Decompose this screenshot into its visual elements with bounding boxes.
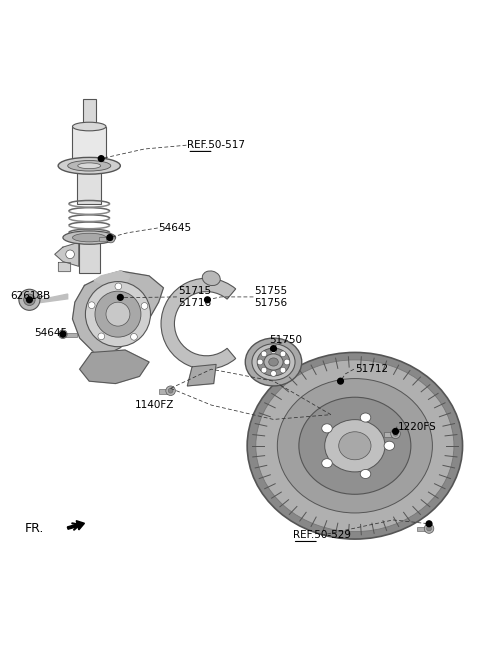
Circle shape <box>60 331 66 337</box>
Text: 51712: 51712 <box>355 364 388 374</box>
Ellipse shape <box>68 160 111 171</box>
Circle shape <box>261 351 267 357</box>
Ellipse shape <box>360 413 371 422</box>
Text: 51755: 51755 <box>254 286 288 296</box>
Ellipse shape <box>339 432 371 460</box>
Ellipse shape <box>78 163 101 169</box>
Circle shape <box>98 333 105 340</box>
FancyBboxPatch shape <box>63 333 77 336</box>
FancyArrow shape <box>67 520 84 530</box>
FancyBboxPatch shape <box>72 127 106 166</box>
Circle shape <box>106 302 130 326</box>
Circle shape <box>19 289 40 310</box>
Circle shape <box>426 521 432 527</box>
Ellipse shape <box>299 397 411 494</box>
Circle shape <box>337 378 343 384</box>
Text: 1140FZ: 1140FZ <box>135 400 174 410</box>
Ellipse shape <box>322 459 332 468</box>
Circle shape <box>61 332 65 336</box>
Circle shape <box>257 359 263 365</box>
Circle shape <box>271 348 276 353</box>
Polygon shape <box>187 365 216 386</box>
Ellipse shape <box>72 122 106 131</box>
Circle shape <box>427 526 432 531</box>
Circle shape <box>131 334 137 340</box>
Polygon shape <box>94 271 130 286</box>
Ellipse shape <box>322 424 332 433</box>
Polygon shape <box>40 294 68 303</box>
Circle shape <box>393 428 398 434</box>
Polygon shape <box>55 242 79 266</box>
Ellipse shape <box>256 360 454 532</box>
Ellipse shape <box>257 348 290 376</box>
Circle shape <box>393 432 398 436</box>
Ellipse shape <box>58 158 120 174</box>
Circle shape <box>88 302 95 309</box>
Circle shape <box>168 388 173 393</box>
Circle shape <box>26 297 32 303</box>
FancyBboxPatch shape <box>77 165 101 204</box>
Circle shape <box>85 282 151 347</box>
Ellipse shape <box>384 442 395 450</box>
FancyBboxPatch shape <box>158 389 172 394</box>
Text: 51716: 51716 <box>178 298 211 307</box>
Circle shape <box>95 291 141 337</box>
Circle shape <box>391 429 400 439</box>
Text: FR.: FR. <box>24 522 44 535</box>
Circle shape <box>118 294 123 300</box>
Circle shape <box>59 330 67 338</box>
Text: 62618B: 62618B <box>10 291 50 301</box>
Circle shape <box>261 367 267 373</box>
Circle shape <box>271 371 276 376</box>
Circle shape <box>271 346 276 351</box>
Text: 51750: 51750 <box>269 336 302 346</box>
FancyBboxPatch shape <box>99 237 113 241</box>
Ellipse shape <box>252 344 295 380</box>
Text: 54645: 54645 <box>158 223 192 233</box>
Circle shape <box>280 367 286 373</box>
Circle shape <box>424 524 434 533</box>
Ellipse shape <box>247 352 463 539</box>
Ellipse shape <box>269 358 278 366</box>
Text: 51756: 51756 <box>254 298 288 307</box>
FancyBboxPatch shape <box>417 527 431 532</box>
Circle shape <box>107 234 115 243</box>
Circle shape <box>115 283 122 290</box>
Circle shape <box>204 297 210 303</box>
Circle shape <box>280 351 286 357</box>
Ellipse shape <box>360 470 371 478</box>
FancyBboxPatch shape <box>83 99 96 127</box>
Ellipse shape <box>324 420 385 472</box>
Circle shape <box>108 237 113 240</box>
Text: 54645: 54645 <box>34 328 67 338</box>
Polygon shape <box>58 262 70 271</box>
Wedge shape <box>161 279 236 369</box>
FancyBboxPatch shape <box>384 432 397 437</box>
Ellipse shape <box>264 354 283 370</box>
Text: REF.50-529: REF.50-529 <box>293 530 351 540</box>
Circle shape <box>284 359 290 365</box>
Circle shape <box>24 294 35 306</box>
Polygon shape <box>80 350 149 384</box>
Text: REF.50-517: REF.50-517 <box>187 140 245 150</box>
Ellipse shape <box>245 338 302 386</box>
Ellipse shape <box>202 271 220 286</box>
Ellipse shape <box>72 233 106 242</box>
Ellipse shape <box>277 378 432 513</box>
Circle shape <box>66 250 74 259</box>
Text: 51715: 51715 <box>178 286 211 296</box>
Circle shape <box>107 235 113 240</box>
Circle shape <box>98 156 104 162</box>
Polygon shape <box>72 271 163 355</box>
Ellipse shape <box>63 231 116 244</box>
Circle shape <box>166 386 175 396</box>
Circle shape <box>141 303 148 309</box>
Text: 1220FS: 1220FS <box>398 422 437 432</box>
FancyBboxPatch shape <box>79 237 100 273</box>
